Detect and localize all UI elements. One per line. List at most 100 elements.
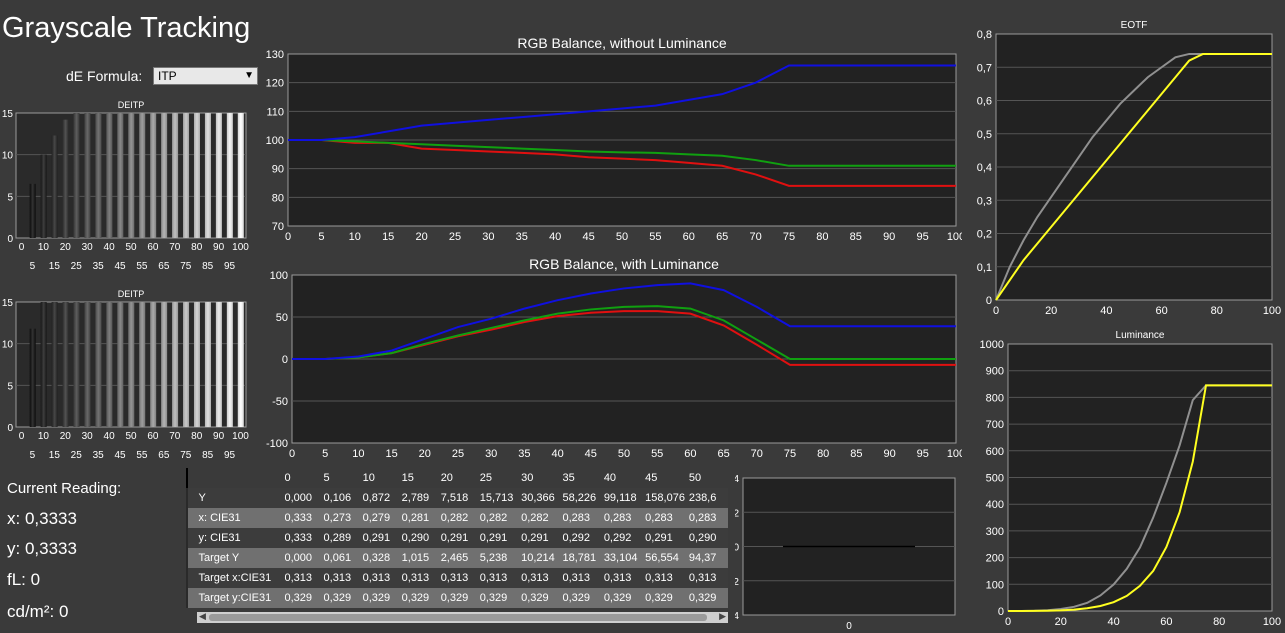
y-tick-label: 100 (266, 135, 284, 147)
y-tick-label: 0,7 (977, 62, 992, 74)
table-row[interactable]: Target Y 0,000 0,061 0,328 1,015 2,465 5,238 10… (186, 548, 728, 568)
measurement-table[interactable]: 0 5 10 15 20 25 30 35 40 45 50 Y 0,000 0,1… (186, 468, 728, 623)
de-bar (29, 183, 36, 238)
x-tick-label: 20 (419, 448, 431, 460)
x-tick-label: 45 (114, 261, 126, 272)
table-cell: 0,329 (603, 592, 632, 604)
row-selector[interactable] (186, 508, 189, 528)
x-tick-label: 35 (516, 231, 528, 243)
column-header[interactable]: 0 (284, 472, 291, 484)
luminance-chart: Luminance0100200300400500600700800900100… (980, 330, 1282, 628)
x-tick-label: 0 (289, 448, 295, 460)
x-tick-label: 15 (385, 448, 397, 460)
table-cell: 0,329 (645, 592, 673, 604)
table-cell: 0,291 (521, 532, 549, 544)
row-selector[interactable] (186, 548, 189, 568)
row-label: Y (198, 492, 206, 504)
table-row[interactable]: x: CIE31 0,333 0,273 0,279 0,281 0,282 0,282 0,… (186, 508, 728, 528)
y-tick-label: 100 (986, 579, 1004, 591)
x-tick-label: 60 (683, 231, 695, 243)
rgb-balance-with-luminance-chart: RGB Balance, with Luminance-100-50050100… (266, 256, 962, 460)
de-bar (106, 302, 113, 427)
table-cell: 15,713 (479, 492, 514, 504)
x-tick-label: 80 (191, 242, 203, 253)
de-bar (95, 113, 102, 238)
de-bar (161, 302, 168, 427)
x-tick-label: 0 (19, 242, 25, 253)
x-tick-label: 100 (232, 242, 249, 253)
table-row[interactable]: Y 0,000 0,106 0,872 2,789 7,518 15,713 30,366 58… (186, 488, 728, 508)
scrollbar-thumb[interactable] (209, 614, 707, 621)
table-cell: 0,279 (362, 512, 391, 524)
table-cell: 10,214 (521, 552, 555, 564)
table-cell: 0,273 (323, 512, 352, 524)
de-bar (237, 113, 244, 238)
table-cell: 0,313 (688, 572, 717, 584)
de-bar (150, 302, 157, 427)
x-tick-label: 5 (30, 450, 36, 461)
y-tick-label: 400 (986, 499, 1004, 511)
column-header[interactable]: 50 (688, 472, 702, 484)
y-tick-label: 600 (986, 446, 1004, 458)
table-row[interactable]: Target x:CIE31 0,313 0,313 0,313 0,313 0,313 0… (186, 568, 728, 588)
column-header[interactable]: 45 (645, 472, 658, 484)
table-cell: 158,076 (645, 492, 685, 504)
x-tick-label: 65 (716, 231, 728, 243)
row-selector[interactable] (186, 588, 189, 608)
table-corner (186, 468, 189, 488)
x-tick-label: 15 (382, 231, 394, 243)
y-tick-label: 50 (276, 312, 288, 324)
y-tick-label: 10 (2, 340, 14, 351)
de-bar (139, 302, 146, 427)
x-tick-label: 80 (1213, 616, 1225, 628)
x-tick-label: 5 (318, 231, 324, 243)
de-bar (172, 113, 179, 238)
de-bar (237, 302, 244, 427)
x-tick-label: 20 (415, 231, 427, 243)
x-tick-label: 100 (1263, 305, 1281, 317)
table-cell: 2,465 (440, 552, 469, 564)
chevron-down-icon: ▼ (244, 70, 254, 81)
column-header[interactable]: 40 (603, 472, 617, 484)
chart-title: EOTF (1121, 20, 1148, 31)
y-tick-label: -100 (266, 438, 288, 450)
table-cell: 99,118 (603, 492, 637, 504)
scroll-left-icon[interactable]: ◀ (199, 611, 206, 621)
chart-title: DEITP (118, 289, 145, 299)
y-tick-label: 100 (270, 270, 288, 282)
column-header[interactable]: 15 (401, 472, 414, 484)
de-bar (29, 328, 36, 427)
column-header[interactable]: 35 (562, 472, 575, 484)
table-horizontal-scrollbar[interactable]: ◀ ▶ (197, 611, 728, 623)
x-tick-label: 100 (947, 448, 962, 460)
scroll-right-icon[interactable]: ▶ (719, 611, 726, 621)
y-tick-label: 120 (266, 78, 284, 90)
row-label: Target Y (198, 552, 240, 564)
row-selector[interactable] (186, 528, 189, 548)
column-header[interactable]: 5 (323, 472, 330, 484)
table-cell: 0,329 (688, 592, 717, 604)
column-header[interactable]: 30 (521, 472, 534, 484)
row-selector[interactable] (186, 568, 189, 588)
table-cell: 0,313 (440, 572, 469, 584)
y-tick-label: 0 (998, 606, 1004, 618)
table-row[interactable]: y: CIE31 0,333 0,289 0,291 0,290 0,291 0,291 0,… (186, 528, 728, 548)
table-cell: 0,329 (521, 592, 549, 604)
x-tick-label: 40 (1100, 305, 1112, 317)
table-cell: 0,292 (562, 532, 590, 544)
row-selector[interactable] (186, 488, 189, 508)
y-tick-label: 10 (2, 151, 14, 162)
de-formula-select[interactable]: ITP ▼ (153, 67, 258, 85)
y-tick-label: 0,3 (977, 195, 992, 207)
x-tick-label: 45 (582, 231, 594, 243)
reading-cdm2: cd/m²: 0 (7, 602, 69, 621)
table-cell: 0,329 (401, 592, 430, 604)
column-header[interactable]: 25 (479, 472, 492, 484)
de-bar (193, 302, 200, 427)
y-tick-label: 5 (7, 192, 13, 203)
table-cell: 0,329 (323, 592, 352, 604)
y-tick-label: 15 (2, 298, 14, 309)
table-row[interactable]: Target y:CIE31 0,329 0,329 0,329 0,329 0,329 0… (186, 588, 728, 608)
column-header[interactable]: 10 (362, 472, 375, 484)
column-header[interactable]: 20 (440, 472, 453, 484)
